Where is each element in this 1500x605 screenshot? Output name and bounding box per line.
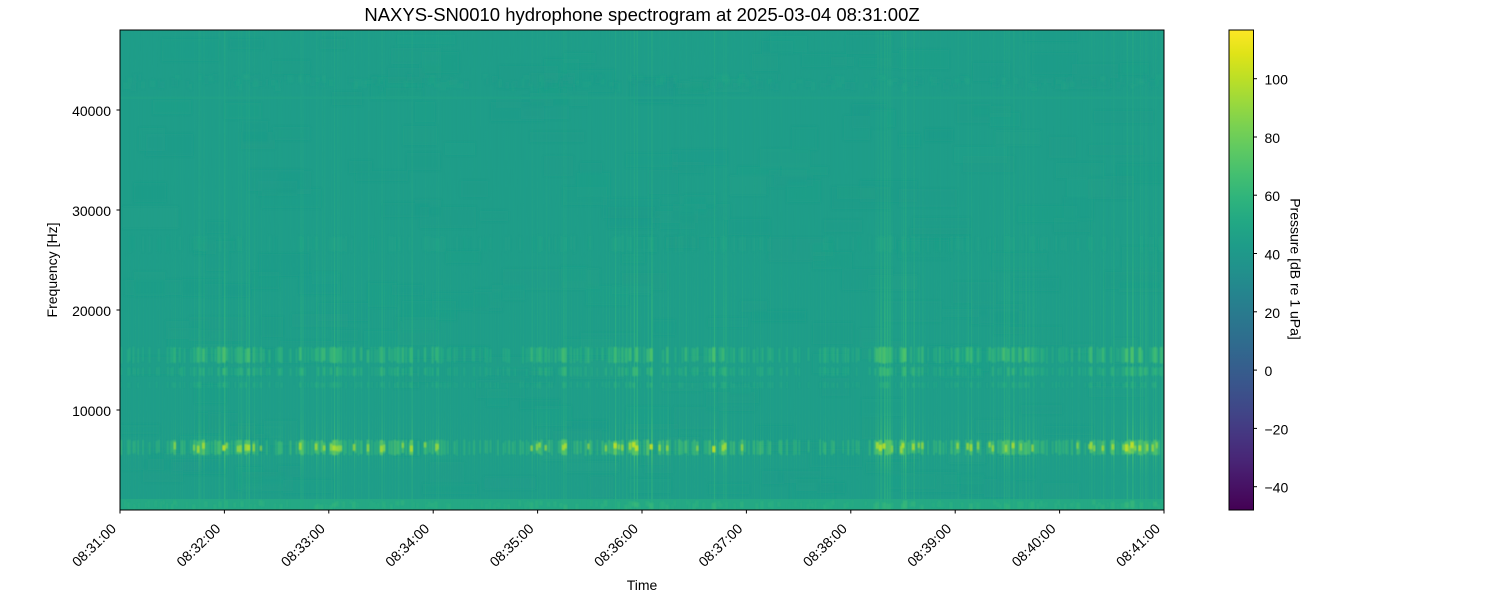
svg-text:Pressure [dB re 1 uPa]: Pressure [dB re 1 uPa] [1288, 198, 1304, 340]
svg-text:0: 0 [1265, 363, 1273, 379]
svg-text:20000: 20000 [72, 303, 111, 319]
svg-text:NAXYS-SN0010 hydrophone spectr: NAXYS-SN0010 hydrophone spectrogram at 2… [364, 4, 919, 25]
svg-text:80: 80 [1265, 130, 1281, 146]
svg-text:100: 100 [1265, 72, 1289, 88]
svg-text:10000: 10000 [72, 403, 111, 419]
svg-text:30000: 30000 [72, 203, 111, 219]
svg-text:60: 60 [1265, 188, 1281, 204]
svg-text:20: 20 [1265, 305, 1281, 321]
svg-text:Time: Time [627, 577, 658, 593]
svg-text:−40: −40 [1265, 480, 1289, 496]
svg-text:40000: 40000 [72, 103, 111, 119]
svg-text:Frequency [Hz]: Frequency [Hz] [44, 223, 60, 318]
svg-text:−20: −20 [1265, 421, 1289, 437]
svg-text:40: 40 [1265, 247, 1281, 263]
